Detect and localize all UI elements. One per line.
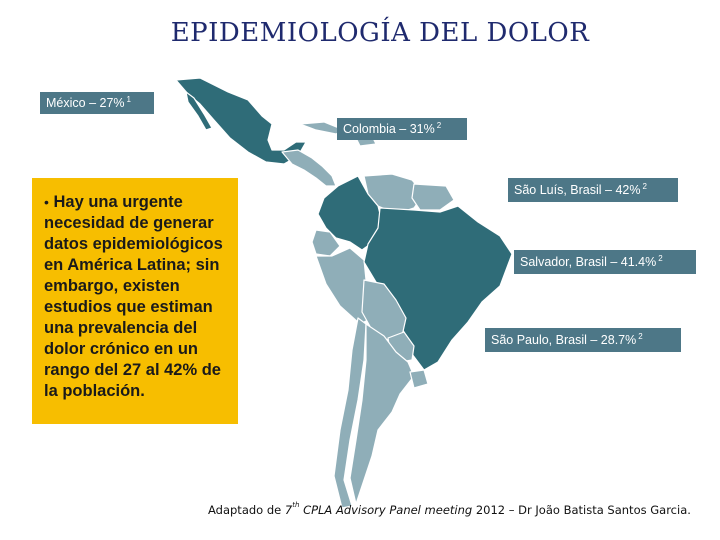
- map-country-colombia: [317, 175, 383, 251]
- sao-paulo-label: São Paulo, Brasil – 28.7% 2: [485, 328, 681, 352]
- sao-luis-label-ref: 2: [642, 182, 647, 191]
- footer-event: CPLA Advisory Panel meeting: [303, 503, 473, 517]
- map-country-guyanas: [411, 183, 455, 211]
- map-country-uruguay: [409, 369, 429, 389]
- colombia-label-text: Colombia – 31%: [343, 122, 435, 136]
- salvador-label-ref: 2: [658, 254, 663, 263]
- summary-callout: • Hay una urgente necesidad de generar d…: [32, 178, 238, 424]
- callout-bullet: •: [44, 194, 49, 210]
- sao-paulo-label-ref: 2: [638, 332, 643, 341]
- map-country-mexico-baja: [185, 91, 213, 131]
- map-country-argentina: [349, 323, 415, 505]
- footer-prefix: Adaptado de: [208, 503, 282, 517]
- mexico-label: México – 27% 1: [40, 92, 154, 114]
- footer-ordinal-suffix: th: [292, 501, 300, 509]
- colombia-label: Colombia – 31% 2: [337, 118, 467, 140]
- map-country-brazil: [363, 205, 513, 371]
- callout-text: Hay una urgente necesidad de generar dat…: [44, 193, 223, 400]
- salvador-label: Salvador, Brasil – 41.4% 2: [514, 250, 696, 274]
- map-country-chile: [333, 317, 367, 509]
- salvador-label-text: Salvador, Brasil – 41.4%: [520, 255, 657, 269]
- footer-suffix: 2012 – Dr João Batista Santos Garcia.: [475, 503, 691, 517]
- sao-luis-label: São Luís, Brasil – 42% 2: [508, 178, 678, 202]
- mexico-label-text: México – 27%: [46, 96, 125, 110]
- colombia-label-ref: 2: [436, 121, 442, 130]
- map-country-central-america: [281, 149, 337, 187]
- map-country-mexico: [175, 77, 307, 165]
- footer-ordinal: 7: [284, 503, 293, 517]
- mexico-label-ref: 1: [126, 95, 131, 104]
- page-title: EPIDEMIOLOGÍA DEL DOLOR: [170, 18, 590, 48]
- source-footer: Adaptado de 7th CPLA Advisory Panel meet…: [208, 501, 691, 517]
- sao-paulo-label-text: São Paulo, Brasil – 28.7%: [491, 333, 637, 347]
- sao-luis-label-text: São Luís, Brasil – 42%: [514, 183, 641, 197]
